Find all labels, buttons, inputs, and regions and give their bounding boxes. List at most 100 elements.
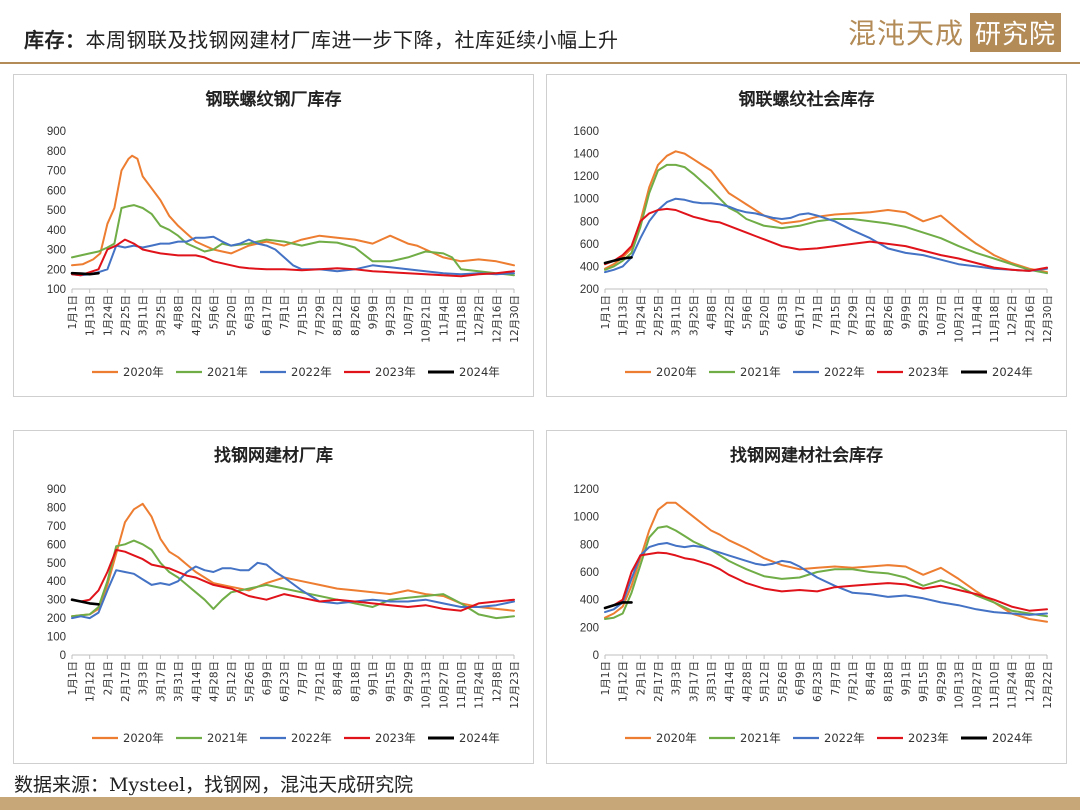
source-note: 数据来源：Mysteel，找钢网，混沌天成研究院 [14, 774, 414, 796]
series-line-2021 [71, 539, 515, 620]
x-tick-label: 10月27日 [438, 661, 450, 709]
x-tick-label: 9月23日 [385, 295, 397, 336]
brand-logo: 混沌天成 研究院 [848, 12, 1062, 52]
x-tick-label: 2月25日 [653, 295, 665, 336]
x-tick-label: 11月10日 [989, 661, 1001, 709]
x-tick-label: 7月21日 [315, 661, 327, 702]
x-tick-label: 6月23日 [812, 661, 824, 702]
x-tick-label: 4月28日 [741, 661, 753, 702]
x-tick-label: 9月1日 [368, 661, 380, 695]
x-tick-label: 5月20日 [759, 295, 771, 336]
x-tick-label: 9月29日 [936, 661, 948, 702]
legend-label-2023: 2023年 [375, 365, 416, 379]
y-tick-label: 400 [580, 261, 599, 273]
x-tick-label: 2月17日 [653, 661, 665, 702]
y-tick-label: 800 [47, 146, 66, 158]
x-tick-label: 3月11日 [138, 295, 150, 336]
y-tick-label: 600 [580, 567, 599, 579]
y-tick-label: 100 [47, 632, 66, 644]
x-tick-label: 12月16日 [1024, 295, 1036, 343]
x-tick-label: 3月31日 [173, 661, 185, 702]
x-tick-label: 10月13日 [421, 661, 433, 709]
y-tick-label: 1000 [573, 512, 599, 524]
chart-title: 找钢网建材厂库 [214, 445, 333, 466]
series-line-2023 [71, 238, 515, 278]
y-tick-label: 1000 [573, 194, 599, 206]
y-tick-label: 500 [47, 558, 66, 570]
x-tick-label: 2月17日 [120, 661, 132, 702]
x-tick-label: 8月18日 [350, 661, 362, 702]
legend-label-2023: 2023年 [908, 365, 949, 379]
x-tick-label: 12月23日 [509, 661, 521, 709]
y-tick-label: 800 [47, 502, 66, 514]
x-tick-label: 2月25日 [120, 295, 132, 336]
legend-label-2022: 2022年 [824, 365, 865, 379]
x-tick-label: 3月17日 [688, 661, 700, 702]
series-line-2023 [604, 207, 1048, 272]
x-tick-label: 1月24日 [635, 295, 647, 336]
x-tick-label: 6月9日 [261, 661, 273, 695]
x-tick-label: 11月24日 [474, 661, 486, 709]
x-tick-label: 10月7日 [403, 295, 415, 336]
x-tick-label: 1月1日 [67, 295, 79, 329]
series-line-2022 [604, 197, 1048, 274]
x-tick-label: 7月15日 [297, 295, 309, 336]
y-tick-label: 700 [47, 166, 66, 178]
x-tick-label: 2月1日 [635, 661, 647, 695]
y-tick-label: 1400 [573, 149, 599, 161]
chart-title: 找钢网建材社会库存 [730, 445, 883, 466]
series-line-2021 [604, 525, 1048, 620]
x-tick-label: 10月27日 [971, 661, 983, 709]
x-tick-label: 8月12日 [865, 295, 877, 336]
x-tick-label: 6月9日 [794, 661, 806, 695]
x-tick-label: 9月9日 [368, 295, 380, 329]
x-tick-label: 12月22日 [1042, 661, 1054, 709]
x-tick-label: 12月8日 [491, 661, 503, 702]
x-tick-label: 11月10日 [456, 661, 468, 709]
page-title-topic: 库存： [24, 28, 86, 52]
x-tick-label: 10月21日 [954, 295, 966, 343]
header: 库存：本周钢联及找钢网建材厂库进一步下降，社库延续小幅上升 混沌天成 研究院 [0, 0, 1080, 62]
legend-label-2021: 2021年 [740, 365, 781, 379]
chart-social-inventory-mysteel: 钢联螺纹社会库存 200 400 600 800 1000 1200 1400 1600 1月1日… [573, 89, 1054, 379]
x-tick-label: 8月12日 [332, 295, 344, 336]
x-tick-label: 3月17日 [155, 661, 167, 702]
x-tick-label: 5月26日 [244, 661, 256, 702]
series-line-2024 [70, 271, 100, 276]
x-tick-label: 4月14日 [191, 661, 203, 702]
series-line-2020 [71, 154, 515, 267]
series-line-2023 [71, 548, 515, 612]
x-tick-label: 1月24日 [102, 295, 114, 336]
x-tick-label: 9月9日 [901, 295, 913, 329]
x-tick-label: 5月6日 [208, 295, 220, 329]
legend-label-2020: 2020年 [123, 731, 164, 745]
y-tick-label: 200 [47, 613, 66, 625]
x-tick-label: 12月30日 [509, 295, 521, 343]
x-tick-label: 3月25日 [688, 295, 700, 336]
legend-label-2020: 2020年 [656, 365, 697, 379]
x-tick-label: 1月1日 [600, 295, 612, 329]
legend-label-2024: 2024年 [459, 731, 500, 745]
x-tick-label: 1月1日 [600, 661, 612, 695]
x-tick-label: 9月23日 [918, 295, 930, 336]
legend-label-2020: 2020年 [656, 731, 697, 745]
chart-panel-4: 找钢网建材社会库存 0 200 400 600 800 1000 1200 1月1日 1月12日 2… [546, 430, 1067, 764]
x-tick-label: 6月3日 [244, 295, 256, 329]
y-tick-label: 1200 [573, 484, 599, 496]
x-tick-label: 12月30日 [1042, 295, 1054, 343]
x-tick-label: 9月1日 [901, 661, 913, 695]
x-tick-label: 5月20日 [226, 295, 238, 336]
x-tick-label: 11月24日 [1007, 661, 1019, 709]
x-tick-label: 4月8日 [173, 295, 185, 329]
x-tick-label: 8月26日 [350, 295, 362, 336]
x-tick-label: 1月1日 [67, 661, 79, 695]
y-tick-label: 900 [47, 126, 66, 138]
x-tick-label: 11月18日 [456, 295, 468, 343]
x-tick-label: 7月7日 [830, 661, 842, 695]
chart-mill-inventory-zhaogang: 找钢网建材厂库 0 100 200 300 400 500 600 700 800 900 1月1日 1… [47, 445, 521, 745]
x-tick-label: 7月1日 [812, 295, 824, 329]
x-tick-label: 12月2日 [1007, 295, 1019, 336]
x-tick-label: 2月1日 [102, 661, 114, 695]
y-tick-label: 600 [47, 539, 66, 551]
legend-label-2024: 2024年 [992, 731, 1033, 745]
